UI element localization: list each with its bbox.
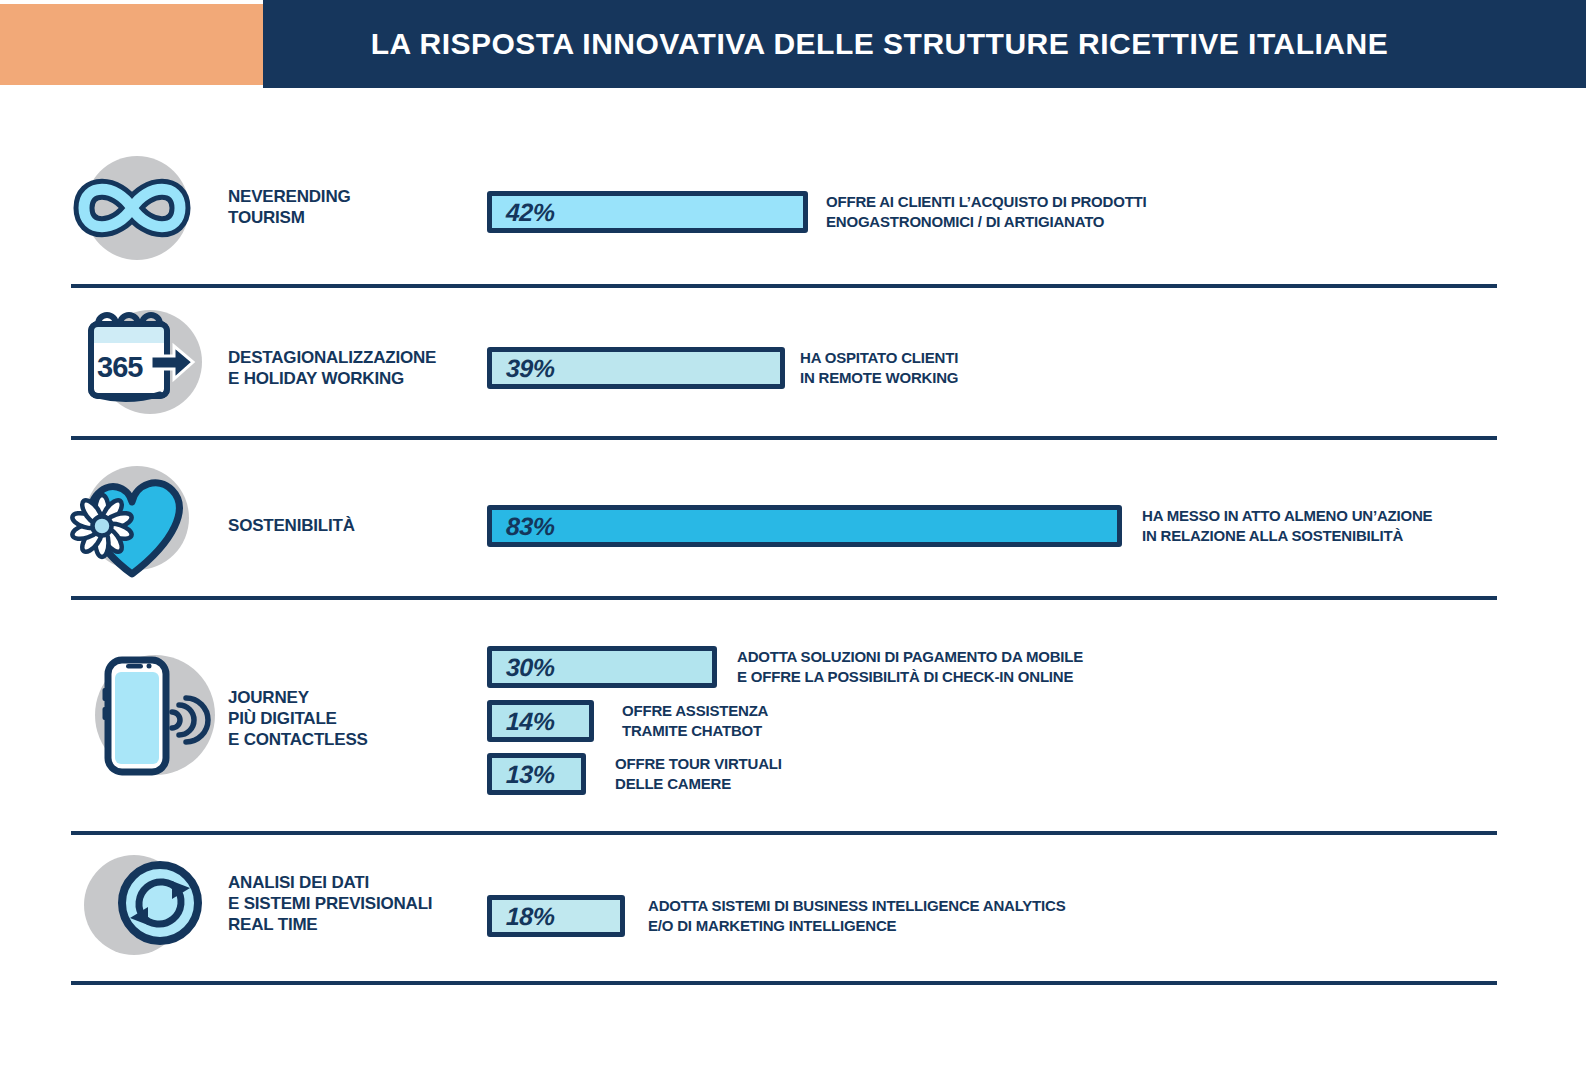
heart-flower-icon [60, 462, 200, 582]
page-title: LA RISPOSTA INNOVATIVA DELLE STRUTTURE R… [371, 27, 1388, 61]
smartphone-contactless-icon [100, 652, 205, 780]
bar-30: 30% [487, 646, 717, 688]
bar-value-label: 83% [491, 512, 555, 541]
bar-42: 42% [487, 191, 808, 233]
bar-description: HA MESSO IN ATTO ALMENO UN’AZIONE IN REL… [1142, 506, 1432, 546]
bar-value-label: 30% [491, 653, 555, 682]
bar-value-label: 14% [491, 707, 555, 736]
row-label-neverending-tourism: NEVERENDING TOURISM [228, 186, 351, 228]
sync-arrows-icon [114, 857, 206, 949]
row-label-analisi-dati: ANALISI DEI DATI E SISTEMI PREVISIONALI … [228, 872, 432, 935]
bar-value-label: 39% [491, 354, 555, 383]
bar-14: 14% [487, 700, 594, 742]
bar-value-label: 18% [491, 902, 555, 931]
svg-text:365: 365 [97, 351, 143, 383]
infinity-icon [66, 170, 198, 246]
row-label-destagionalizzazione: DESTAGIONALIZZAZIONE E HOLIDAY WORKING [228, 347, 436, 389]
bar-description: ADOTTA SISTEMI DI BUSINESS INTELLIGENCE … [648, 896, 1065, 936]
bar-83: 83% [487, 505, 1122, 547]
bar-13: 13% [487, 753, 586, 795]
bar-description: OFFRE TOUR VIRTUALI DELLE CAMERE [615, 754, 782, 794]
infographic-page: LA RISPOSTA INNOVATIVA DELLE STRUTTURE R… [0, 0, 1586, 1080]
divider [71, 284, 1497, 288]
row-label-sostenibilita: SOSTENIBILITÀ [228, 515, 355, 536]
calendar-365-icon: 365 [75, 300, 197, 412]
bar-value-label: 13% [491, 760, 555, 789]
bar-18: 18% [487, 895, 625, 937]
orange-accent-block [0, 4, 263, 85]
row-label-journey-digitale: JOURNEY PIÙ DIGITALE E CONTACTLESS [228, 687, 368, 750]
header-bar: LA RISPOSTA INNOVATIVA DELLE STRUTTURE R… [263, 0, 1586, 88]
bar-description: OFFRE AI CLIENTI L’ACQUISTO DI PRODOTTI … [826, 192, 1147, 232]
divider [71, 436, 1497, 440]
bar-value-label: 42% [491, 198, 555, 227]
bar-39: 39% [487, 347, 785, 389]
divider [71, 981, 1497, 985]
divider [71, 596, 1497, 600]
bar-description: OFFRE ASSISTENZA TRAMITE CHATBOT [622, 701, 768, 741]
divider [71, 831, 1497, 835]
bar-description: ADOTTA SOLUZIONI DI PAGAMENTO DA MOBILE … [737, 647, 1083, 687]
bar-description: HA OSPITATO CLIENTI IN REMOTE WORKING [800, 348, 958, 388]
